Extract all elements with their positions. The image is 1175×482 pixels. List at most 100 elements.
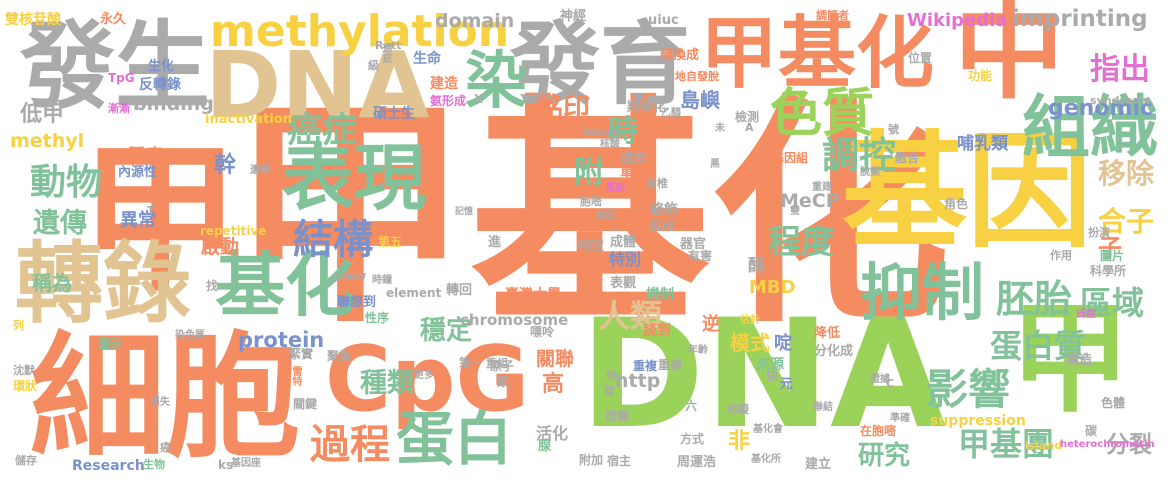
word-54: 分裂 <box>1106 432 1152 458</box>
word-43: genomic <box>1048 96 1153 121</box>
word-166: 找 <box>206 279 219 293</box>
word-62: 調節者 <box>816 9 849 22</box>
word-161: 緊實 <box>289 347 314 361</box>
word-196: T <box>147 204 155 217</box>
word-16: 色質 <box>770 84 875 144</box>
word-132: 功能 <box>968 69 993 83</box>
word-53: http <box>615 370 661 392</box>
word-79: 臺灣大學 <box>505 287 561 303</box>
word-19: 抑制 <box>860 256 985 329</box>
word-130: 檢測 <box>735 110 760 124</box>
word-11: 轉錄 <box>15 232 192 335</box>
word-122: 構造 <box>1066 353 1093 368</box>
word-90: locus <box>583 125 619 139</box>
word-157: 沈默 <box>13 364 35 377</box>
word-57: 雙核苷酸 <box>5 12 61 28</box>
word-24: 癌症 <box>287 111 358 151</box>
word-167: 列 <box>13 319 24 332</box>
word-52: MBD <box>749 277 796 298</box>
word-61: uiuc <box>648 13 679 28</box>
word-8: 發生 <box>20 12 211 122</box>
word-193: 更 <box>633 93 644 106</box>
word-121: 降低 <box>814 326 841 341</box>
word-127: 角色 <box>944 197 969 211</box>
word-134: 基因組 <box>772 151 809 165</box>
word-100: 碩士生 <box>373 106 415 122</box>
word-125: 科學所 <box>1090 264 1127 278</box>
word-28: 胚胎 <box>996 277 1073 321</box>
word-41: 時 <box>608 114 638 149</box>
word-150: 建立 <box>805 457 832 472</box>
word-164: 更多 <box>414 370 434 381</box>
word-110: 進 <box>488 235 502 250</box>
word-80: 表觀 <box>610 276 637 291</box>
word-156: 環狀 <box>13 379 38 393</box>
word-189: 核酸 <box>600 139 620 150</box>
word-83: Research <box>72 458 145 474</box>
word-92: ks <box>218 458 234 472</box>
word-7: DNA <box>205 32 430 139</box>
word-45: domain <box>435 10 515 32</box>
word-34: 種類 <box>360 368 414 399</box>
word-191: 基因 <box>595 211 615 222</box>
word-192: 準確 <box>890 413 910 424</box>
word-21: 結構 <box>293 217 373 263</box>
word-126: 作用 <box>1050 249 1072 262</box>
word-199: 重組 <box>486 357 508 370</box>
word-40: 銘印 <box>536 93 590 124</box>
word-124: 圖片 <box>1100 249 1125 263</box>
word-15: 組織 <box>1022 89 1159 168</box>
word-103: 成幹 <box>621 152 648 167</box>
word-23: 影響 <box>926 365 1011 414</box>
word-190: 雙 <box>790 206 800 217</box>
word-69: 啟動 <box>201 236 240 258</box>
word-118: 談到 <box>643 323 671 339</box>
word-3: 甲 <box>80 126 241 313</box>
word-81: 來源 <box>756 357 784 373</box>
word-64: 幹 <box>214 153 237 178</box>
word-63: 腫瘤 <box>128 146 162 166</box>
word-159: 關鍵 <box>293 397 318 411</box>
word-22: 過程 <box>310 422 390 468</box>
word-99: 建造 <box>430 76 458 92</box>
word-36: 研究 <box>858 441 911 471</box>
word-201: 一 <box>612 224 622 235</box>
word-129: 融合 <box>895 151 920 165</box>
word-32: 程度 <box>768 222 834 261</box>
word-78: 活化 <box>536 424 569 443</box>
word-6: 細胞 <box>30 319 300 476</box>
word-173: 乙醯 <box>661 108 681 119</box>
word-91: www <box>333 269 367 283</box>
word-82: suppression <box>930 413 1026 429</box>
word-72: 重複 <box>633 359 658 373</box>
word-139: 嘌呤 <box>530 325 555 339</box>
word-180: 漸漸 <box>108 102 130 115</box>
word-4: 中 <box>954 0 1064 114</box>
word-114: 重複 <box>658 358 683 372</box>
word-17: 染 <box>465 44 528 117</box>
word-88: repetitive <box>200 224 267 238</box>
word-188: 證據 <box>870 374 890 385</box>
word-151: 附加 <box>579 453 604 467</box>
word-93: Rett <box>375 39 402 52</box>
word-30: 甲基團 <box>958 425 1055 463</box>
word-0: 甲基化 <box>230 75 951 355</box>
word-1: 基因 <box>842 120 1092 265</box>
word-172: 碳 <box>1085 424 1098 438</box>
word-59: 轉換成 <box>660 48 700 63</box>
word-202: A <box>745 121 754 134</box>
word-184: 雷特 <box>290 366 301 386</box>
word-74: 酶 <box>748 256 765 276</box>
word-46: binding <box>133 93 214 115</box>
word-85: heterochromatin <box>1060 439 1155 450</box>
word-107: 成體 <box>610 235 637 250</box>
word-140: 腺 <box>538 439 552 454</box>
word-186: 癌 <box>160 441 171 454</box>
word-27: 遺傳 <box>33 208 87 239</box>
word-2: DNA <box>580 288 947 462</box>
word-42: 附 <box>574 155 604 190</box>
word-39: 合子 <box>1098 205 1155 238</box>
word-51: MeCP <box>780 190 840 212</box>
word-187: 氏症 <box>1076 309 1096 320</box>
